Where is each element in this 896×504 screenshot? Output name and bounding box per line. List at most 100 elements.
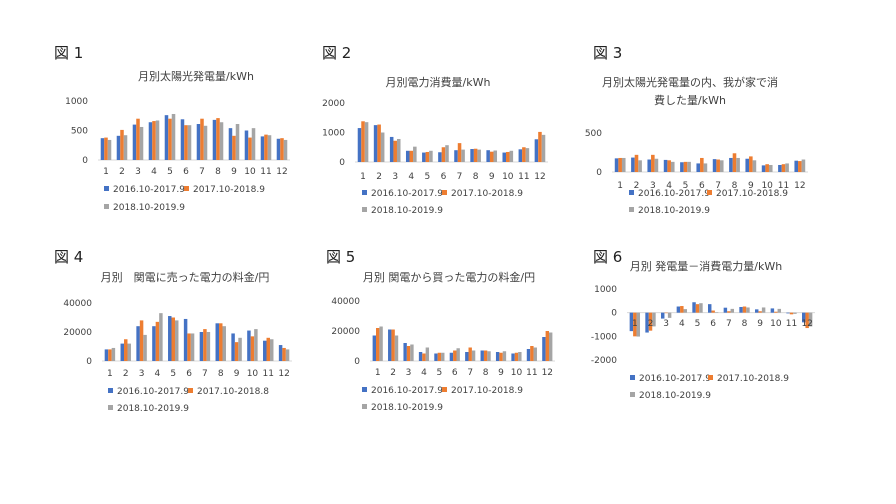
chart-title: 月別電力消費量/kWh xyxy=(386,75,491,89)
bar xyxy=(680,306,684,313)
bar xyxy=(238,337,242,361)
bar xyxy=(139,320,144,361)
bar xyxy=(108,349,112,361)
x-tick-label: 7 xyxy=(715,181,721,191)
x-tick-label: 3 xyxy=(135,167,141,177)
bar xyxy=(692,302,696,313)
bar xyxy=(716,159,720,172)
x-tick-label: 4 xyxy=(151,167,157,177)
x-tick-label: 3 xyxy=(650,181,656,191)
bar xyxy=(388,329,392,361)
bar xyxy=(364,122,369,162)
legend-label: 2018.10-2019.9 xyxy=(117,404,189,414)
x-tick-label: 11 xyxy=(786,319,797,329)
x-tick-label: 8 xyxy=(732,181,738,191)
bar xyxy=(266,337,270,361)
bar xyxy=(648,312,653,331)
bar xyxy=(231,333,235,361)
x-tick-label: 7 xyxy=(467,368,473,378)
bar xyxy=(136,326,140,361)
legend-swatch xyxy=(362,404,367,409)
bar xyxy=(534,139,539,162)
y-tick-label: 2000 xyxy=(322,99,345,109)
bar xyxy=(548,332,553,361)
legend-label: 2016.10-2017.9 xyxy=(113,185,185,195)
x-tick-label: 4 xyxy=(679,319,685,329)
bar xyxy=(683,161,688,172)
bar xyxy=(116,135,121,160)
bar xyxy=(127,343,131,361)
bar xyxy=(712,159,717,172)
bar xyxy=(222,326,226,361)
bar xyxy=(483,350,488,361)
bar xyxy=(280,138,284,160)
bar xyxy=(228,128,233,160)
bar xyxy=(143,334,147,361)
bar xyxy=(729,157,733,172)
bar xyxy=(805,312,809,329)
legend-label: 2017.10-2018.9 xyxy=(451,386,523,396)
bar xyxy=(509,150,514,162)
bar xyxy=(631,157,635,172)
y-tick-label: 0 xyxy=(596,168,602,178)
bar xyxy=(403,343,407,361)
bar xyxy=(111,347,116,361)
x-tick-label: 1 xyxy=(617,181,623,191)
legend-swatch xyxy=(707,190,712,195)
y-tick-label: -2000 xyxy=(591,356,617,366)
x-tick-label: 5 xyxy=(695,319,701,329)
x-tick-label: 2 xyxy=(390,368,396,378)
legend-swatch xyxy=(362,387,367,392)
bar xyxy=(633,312,637,337)
legend-swatch xyxy=(629,207,634,212)
y-tick-label: 0 xyxy=(82,156,88,166)
x-tick-label: 10 xyxy=(502,172,514,182)
x-tick-label: 12 xyxy=(534,172,545,182)
bar xyxy=(376,328,380,361)
bar xyxy=(276,138,281,160)
x-tick-label: 12 xyxy=(801,319,812,329)
bar xyxy=(541,134,546,162)
x-tick-label: 2 xyxy=(376,172,382,182)
bar xyxy=(511,353,515,361)
x-tick-label: 3 xyxy=(392,172,398,182)
bar xyxy=(745,158,750,172)
x-tick-label: 9 xyxy=(498,368,504,378)
bar xyxy=(801,159,806,172)
bar xyxy=(652,312,656,327)
bar xyxy=(449,352,454,361)
legend-label: 2017.10-2018.9 xyxy=(717,374,789,384)
bar xyxy=(486,150,490,162)
bar xyxy=(663,159,668,172)
bar xyxy=(406,346,411,361)
chart-title: 月別 発電量－消費電力量/kWh xyxy=(630,259,782,273)
chart-panel-2: 図 2 月別電力消費量/kWh 0 1000 2000 1 2 3 4 5 6 7 8 9 10 11 12 2… xyxy=(0,0,600,240)
y-tick-label: 40000 xyxy=(63,299,92,309)
x-tick-label: 8 xyxy=(215,167,221,177)
bar xyxy=(708,304,712,313)
bar xyxy=(441,352,445,361)
bar xyxy=(283,139,288,160)
x-tick-label: 2 xyxy=(119,167,125,177)
x-tick-label: 4 xyxy=(666,181,672,191)
bar xyxy=(409,150,414,162)
bar xyxy=(216,118,220,160)
bar xyxy=(139,126,144,160)
bar xyxy=(456,348,460,361)
x-tick-label: 8 xyxy=(473,172,479,182)
legend-swatch xyxy=(630,375,635,380)
bar xyxy=(618,157,622,172)
bar xyxy=(765,164,769,172)
x-tick-label: 2 xyxy=(634,181,640,191)
bar xyxy=(379,326,383,361)
bar xyxy=(152,121,156,160)
bar xyxy=(667,312,672,318)
bar xyxy=(742,306,747,313)
bar xyxy=(634,154,639,172)
bar xyxy=(425,151,430,162)
bar xyxy=(680,162,684,172)
bar xyxy=(180,119,185,160)
legend-label: 2016.10-2017.9 xyxy=(638,189,710,199)
x-tick-label: 11 xyxy=(260,167,271,177)
x-tick-label: 5 xyxy=(437,368,443,378)
